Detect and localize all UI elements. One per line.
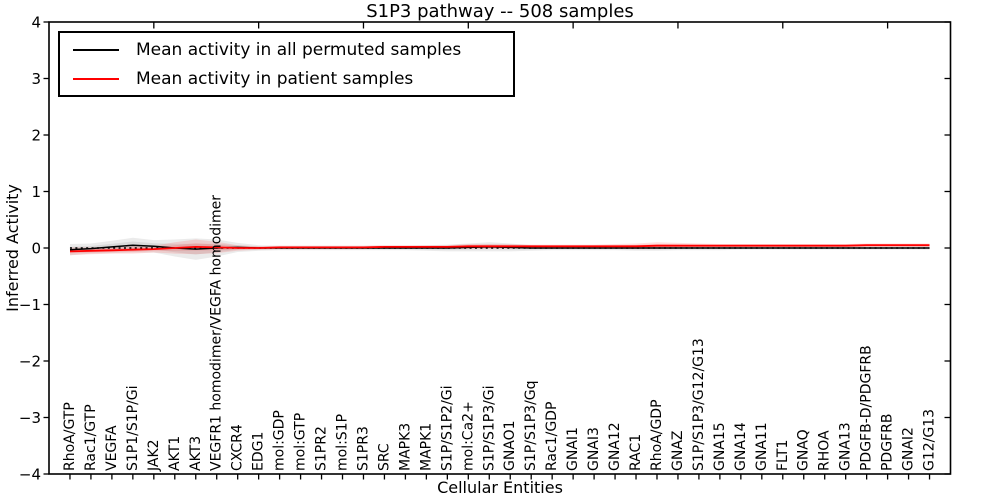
x-tick-label: PDGFRB (880, 414, 896, 471)
x-tick-label: S1P/S1P2/Gi (439, 385, 455, 471)
x-tick-label: MAPK1 (418, 423, 434, 471)
x-tick-label: RAC1 (628, 434, 644, 471)
y-tick-label: 2 (31, 127, 41, 145)
permuted-band (70, 237, 930, 260)
x-tick-label: GNAI3 (586, 427, 602, 471)
x-tick-label: GNA15 (712, 422, 728, 471)
x-tick-label: GNAQ (796, 429, 812, 471)
x-tick-label: AKT3 (188, 436, 204, 471)
legend: Mean activity in all permuted samples Me… (58, 31, 515, 97)
x-tick-label: GNAO1 (502, 420, 518, 471)
x-tick-label: GNA12 (607, 422, 623, 471)
x-tick-label: S1P/S1P3/Gi (481, 385, 497, 471)
x-tick-label: RHOA (817, 430, 833, 471)
x-tick-label: EDG1 (251, 432, 267, 471)
x-tick-label: JAK2 (146, 439, 162, 472)
x-tick-label: GNA13 (838, 422, 854, 471)
x-tick-label: Rac1/GDP (544, 402, 560, 471)
x-tick-label: S1PR3 (355, 426, 371, 471)
x-tick-label: GNAI2 (901, 427, 917, 471)
y-tick-label: −1 (19, 296, 41, 314)
legend-label-permuted: Mean activity in all permuted samples (136, 39, 462, 60)
x-tick-label: mol:GDP (272, 410, 288, 471)
legend-label-patient: Mean activity in patient samples (136, 68, 414, 89)
x-tick-label: mol:Ca2+ (460, 401, 476, 471)
y-tick-label: 0 (31, 240, 41, 258)
x-tick-label: G12/G13 (922, 409, 938, 471)
y-tick-label: −4 (19, 466, 41, 484)
x-tick-label: SRC (376, 443, 392, 471)
chart-title: S1P3 pathway -- 508 samples (366, 1, 634, 22)
y-tick-label: −3 (19, 409, 41, 427)
legend-entry-patient: Mean activity in patient samples (60, 64, 513, 93)
x-tick-label: MAPK3 (397, 423, 413, 471)
y-tick-label: −2 (19, 353, 41, 371)
x-tick-label: mol:S1P (335, 414, 351, 471)
legend-entry-permuted: Mean activity in all permuted samples (60, 35, 513, 64)
y-tick-label: 3 (31, 70, 41, 88)
x-tick-label: Rac1/GTP (83, 404, 99, 471)
permuted-band (70, 241, 930, 255)
y-axis-label: Inferred Activity (3, 184, 22, 312)
x-tick-label: RhoA/GTP (62, 402, 78, 471)
x-tick-label: S1PR2 (314, 426, 330, 471)
x-tick-label: PDGFB-D/PDGFRB (859, 345, 875, 471)
patient-mean-line (69, 244, 930, 253)
x-tick-label: S1P/S1P3/Gq (523, 380, 539, 471)
x-tick-label: GNAZ (670, 431, 686, 472)
x-tick-label: GNA11 (754, 422, 770, 471)
x-tick-label: S1P/S1P3/G12/G13 (691, 338, 707, 471)
x-tick-label: mol:GTP (293, 413, 309, 471)
x-tick-label: RhoA/GDP (649, 399, 665, 471)
x-tick-label: FLT1 (775, 440, 791, 471)
x-tick-label: GNA14 (733, 422, 749, 471)
y-tick-label: 4 (31, 14, 41, 32)
x-axis-label: Cellular Entities (437, 478, 563, 497)
x-tick-label: GNAI1 (565, 427, 581, 471)
x-tick-label: VEGFR1 homodimer/VEGFA homodimer (209, 195, 225, 471)
x-tick-label: S1P1/S1P/Gi (125, 385, 141, 471)
legend-line-patient (73, 77, 119, 80)
x-tick-label: VEGFA (104, 425, 120, 471)
legend-line-permuted (73, 48, 119, 51)
y-tick-label: 1 (31, 183, 41, 201)
x-tick-label: AKT1 (167, 436, 183, 471)
x-tick-label: CXCR4 (230, 424, 246, 471)
